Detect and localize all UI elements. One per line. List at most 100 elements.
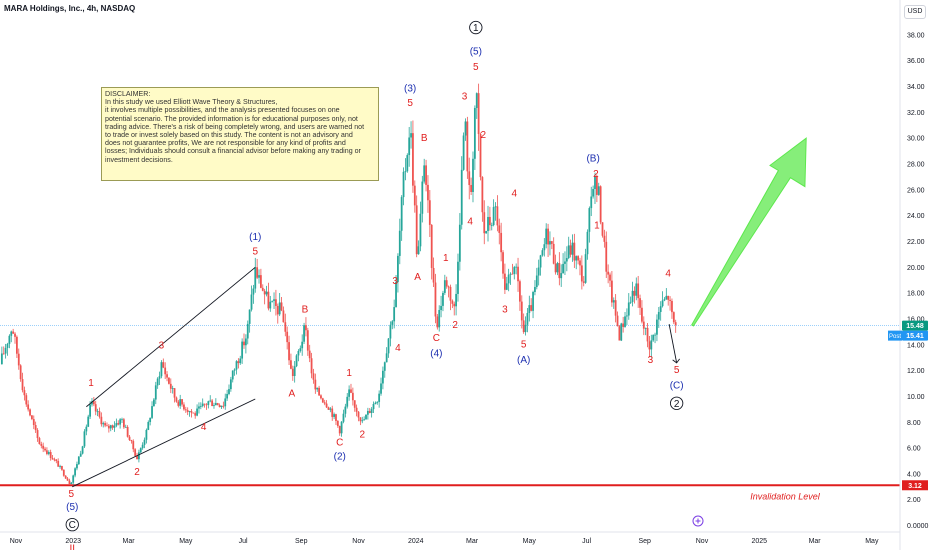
wave-label: (5) — [66, 502, 78, 513]
candle-body — [203, 403, 206, 405]
candle-body — [432, 267, 435, 283]
candle-body — [252, 288, 255, 295]
candle-body — [427, 184, 429, 201]
candle-body — [329, 408, 332, 410]
candle-body — [462, 135, 465, 170]
disclaimer-line: it involves multiple possibilities, and … — [105, 106, 340, 115]
add-icon — [692, 515, 704, 527]
candle-body — [46, 450, 48, 454]
candle-body — [370, 409, 373, 413]
candle-body — [395, 281, 397, 308]
disclaimer-note[interactable]: DISCLAIMER: In this study we used Elliot… — [101, 87, 379, 181]
candle-body — [12, 331, 15, 334]
wave-label: 5 — [407, 98, 413, 109]
candle-body — [53, 459, 56, 461]
wave-label: 2 — [481, 130, 487, 141]
candle-body — [442, 292, 444, 306]
candle-body — [149, 417, 152, 423]
candles-layer — [0, 83, 677, 486]
wave-label: A — [414, 272, 421, 283]
down-arrow-head — [672, 358, 681, 364]
candle-body — [541, 250, 544, 256]
candle-body — [162, 362, 165, 368]
y-axis[interactable]: 0.0000 2.00 4.00 6.00 8.00 10.00 12.00 14.00 16.… — [888, 0, 929, 550]
candle-body — [385, 353, 388, 363]
candle-body — [470, 185, 473, 193]
wave-label: B — [302, 305, 309, 316]
candle-body — [406, 155, 409, 172]
currency-button[interactable]: USD — [904, 5, 926, 19]
x-axis[interactable]: Nov 2023 Mar May Jul Sep Nov 2024 Mar May Jul Sep No… — [0, 515, 900, 545]
candle-body — [496, 206, 499, 226]
candle-body — [231, 370, 234, 380]
candle-body — [438, 310, 441, 328]
candle-body — [269, 301, 272, 309]
candle-body — [100, 416, 103, 425]
candle-body — [515, 266, 518, 268]
candle-body — [413, 185, 416, 206]
wave-label: (4) — [430, 348, 442, 359]
candle-body — [164, 367, 167, 375]
candle-body — [23, 390, 26, 396]
candle-body — [147, 422, 150, 430]
wave-label: C — [69, 520, 76, 531]
y-tick-label: 10.00 — [907, 394, 925, 401]
wave-label: (A) — [517, 355, 530, 366]
candle-body — [214, 403, 217, 406]
candle-body — [672, 312, 675, 323]
candle-body — [637, 283, 640, 299]
candle-body — [177, 401, 180, 406]
candle-body — [473, 107, 476, 159]
wave-label: (C) — [670, 381, 684, 392]
candle-body — [27, 404, 30, 410]
y-tick-label: 8.00 — [907, 420, 921, 427]
candle-body — [6, 343, 9, 348]
candle-body — [122, 419, 125, 428]
candle-body — [458, 224, 461, 262]
candle-body — [594, 176, 596, 190]
candle-body — [179, 399, 182, 406]
candle-body — [556, 263, 559, 273]
candle-body — [192, 412, 195, 414]
x-tick-label: 2025 — [751, 538, 767, 545]
candle-body — [404, 171, 407, 173]
candle-body — [228, 389, 230, 394]
candle-body — [397, 255, 399, 282]
candle-body — [297, 350, 300, 356]
wave-label: 4 — [665, 268, 671, 279]
candle-body — [423, 165, 426, 182]
x-tick-label: May — [179, 538, 193, 545]
candle-body — [320, 395, 322, 399]
invalidation-tag: 3.12 — [908, 483, 922, 490]
candle-body — [509, 273, 512, 275]
candle-body — [603, 235, 606, 242]
post-tag-bg — [888, 330, 902, 341]
y-tick-label: 28.00 — [907, 162, 925, 169]
wave-label: 1 — [443, 253, 449, 264]
candle-body — [61, 466, 63, 470]
candle-body — [475, 93, 478, 108]
candle-body — [94, 404, 97, 412]
candle-body — [430, 224, 433, 268]
candle-body — [451, 300, 454, 304]
candle-body — [520, 301, 523, 321]
candle-body — [336, 420, 339, 426]
candle-body — [248, 309, 251, 324]
candle-body — [14, 333, 16, 337]
candle-body — [490, 225, 493, 226]
candle-body — [644, 327, 647, 329]
candle-body — [325, 403, 328, 408]
candle-body — [665, 295, 668, 300]
candle-body — [42, 445, 45, 449]
candle-body — [275, 299, 277, 306]
candle-body — [483, 212, 486, 234]
candle-body — [299, 348, 302, 351]
candle-body — [333, 414, 335, 417]
candle-body — [609, 274, 611, 281]
candle-body — [295, 355, 298, 367]
candle-body — [380, 383, 382, 394]
candle-body — [81, 446, 84, 454]
candle-body — [243, 341, 245, 346]
